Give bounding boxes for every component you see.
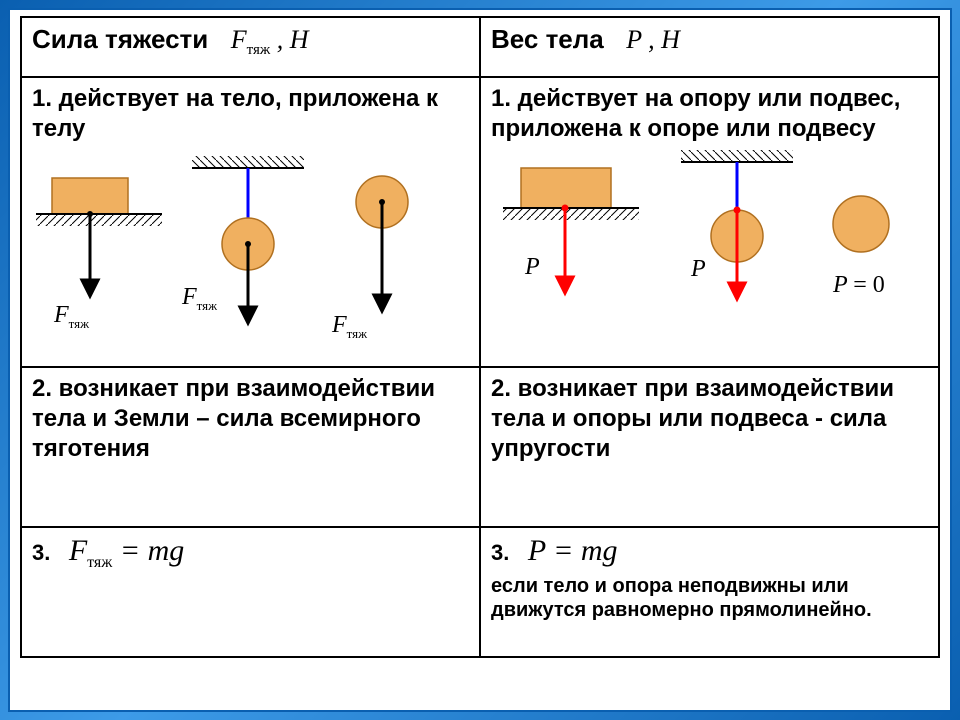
- diagram-left-svg: Fтяж Fтяж Fтяж: [32, 144, 472, 344]
- origin-right-text: 2. возникает при взаимодействии тела и о…: [491, 374, 928, 464]
- label-F2: Fтяж: [181, 284, 218, 313]
- header-left: Сила тяжести Fтяж , H: [21, 17, 480, 77]
- label-P1: P: [524, 254, 540, 280]
- cell-diagram-right: 1. действует на опору или подвес, прилож…: [480, 77, 939, 367]
- cell-origin-left: 2. возникает при взаимодействии тела и З…: [21, 367, 480, 527]
- header-left-symbol: Fтяж , H: [231, 25, 309, 54]
- label-F1: Fтяж: [53, 302, 90, 331]
- header-right-symbol: P , H: [626, 25, 680, 54]
- cell-formula-left: 3. Fтяж = mg: [21, 527, 480, 657]
- block-1r: [521, 168, 611, 208]
- formula-right: P = mg: [528, 534, 618, 567]
- label-P2: P: [690, 256, 706, 282]
- formula-left: Fтяж = mg: [69, 534, 184, 567]
- formula-right-cond: если тело и опора неподвижны или движутс…: [491, 574, 928, 622]
- formula-right-num: 3.: [491, 540, 509, 565]
- ball-free-r: [833, 196, 889, 252]
- diagram-left-text: 1. действует на тело, приложена к телу: [32, 84, 469, 144]
- label-P3: P = 0: [832, 272, 885, 298]
- origin-left-text: 2. возникает при взаимодействии тела и З…: [32, 374, 469, 464]
- formula-left-num: 3.: [32, 540, 50, 565]
- diagram-right-text: 1. действует на опору или подвес, прилож…: [491, 84, 928, 144]
- label-F3: Fтяж: [331, 312, 368, 341]
- header-right: Вес тела P , H: [480, 17, 939, 77]
- cell-origin-right: 2. возникает при взаимодействии тела и о…: [480, 367, 939, 527]
- cell-formula-right: 3. P = mg если тело и опора неподвижны и…: [480, 527, 939, 657]
- cell-diagram-left: 1. действует на тело, приложена к телу: [21, 77, 480, 367]
- header-left-title: Сила тяжести: [32, 24, 208, 54]
- header-right-title: Вес тела: [491, 24, 604, 54]
- block-1: [52, 178, 128, 214]
- diagram-right-svg: P P P = 0: [491, 144, 931, 324]
